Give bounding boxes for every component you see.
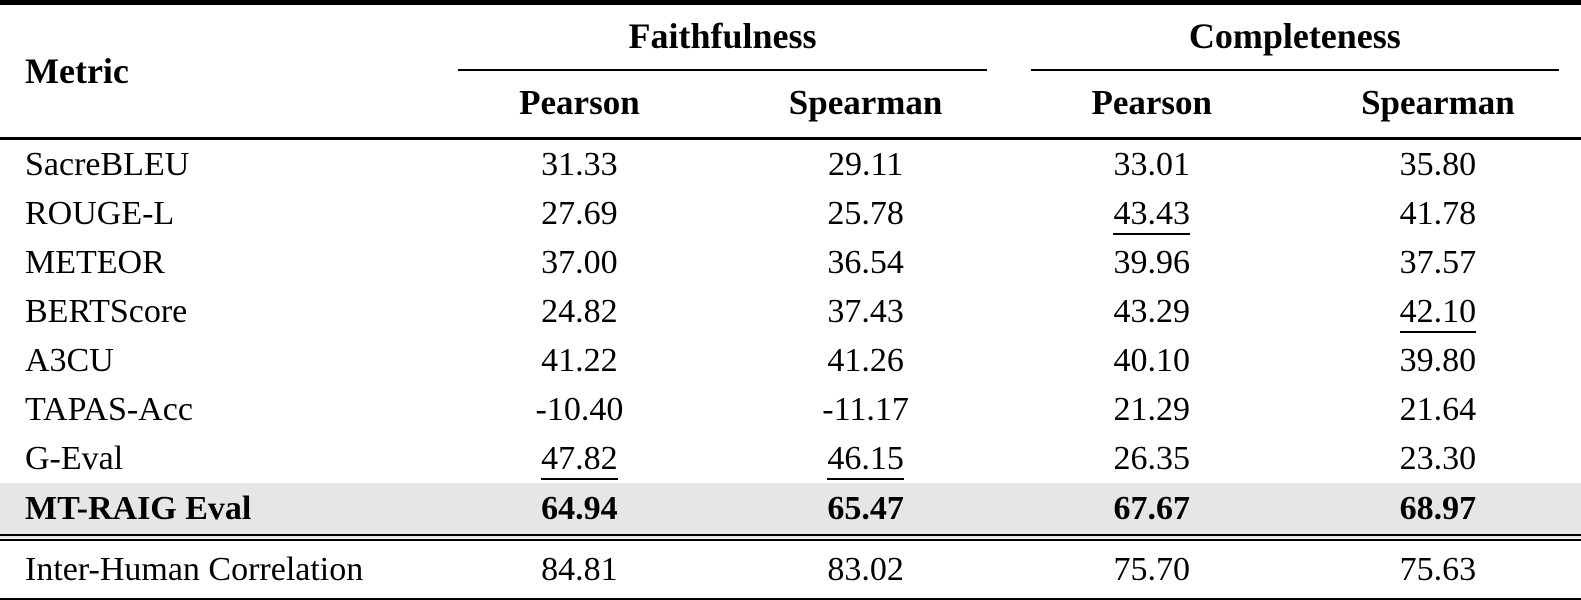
table-body: SacreBLEU 31.33 29.11 33.01 35.80 ROUGE-…	[0, 139, 1581, 600]
col-header-faithfulness-spearman: Spearman	[788, 83, 943, 122]
value-cell: 43.43	[1009, 189, 1295, 238]
table-row-meteor: METEOR 37.00 36.54 39.96 37.57	[0, 238, 1581, 287]
value-cell: 37.00	[541, 243, 618, 281]
table-row-tapas-acc: TAPAS-Acc -10.40 -11.17 21.29 21.64	[0, 385, 1581, 434]
value-cell: 39.80	[1399, 341, 1477, 379]
metric-name: BERTScore	[25, 292, 188, 330]
group-label-completeness: Completeness	[1030, 15, 1559, 71]
sub-header-row: Pearson Spearman Pearson Spearman	[0, 71, 1581, 139]
value-cell: -11.17	[822, 390, 909, 428]
metric-column-header: Metric	[25, 51, 129, 91]
table-header: Metric Faithfulness Completeness Pearson…	[0, 3, 1581, 139]
value-cell: 31.33	[541, 145, 618, 183]
metric-name: A3CU	[25, 341, 114, 379]
value-cell: 75.63	[1294, 534, 1581, 600]
table-row-mt-raig-eval: MT-RAIG Eval 64.94 65.47 67.67 68.97	[0, 483, 1581, 538]
value-cell: 21.64	[1399, 390, 1477, 428]
table-row-sacrebleu: SacreBLEU 31.33 29.11 33.01 35.80	[0, 139, 1581, 190]
value-cell: 23.30	[1399, 439, 1477, 477]
table-row-bertscore: BERTScore 24.82 37.43 43.29 42.10	[0, 287, 1581, 336]
value-cell: 27.69	[541, 194, 618, 232]
value-cell: 37.43	[827, 292, 904, 330]
value-cell: 84.81	[436, 534, 723, 600]
value-cell: -10.40	[535, 390, 624, 428]
metric-name: G-Eval	[25, 439, 124, 477]
group-label-faithfulness: Faithfulness	[458, 15, 987, 71]
value-cell: 43.29	[1113, 292, 1190, 330]
col-header-completeness-spearman: Spearman	[1361, 83, 1515, 122]
value-cell: 68.97	[1399, 489, 1477, 527]
value-cell: 36.54	[827, 243, 904, 281]
value-cell: 83.02	[722, 534, 1009, 600]
value-cell: 42.10	[1295, 287, 1581, 336]
col-header-faithfulness-pearson: Pearson	[519, 83, 640, 122]
metric-name: ROUGE-L	[25, 194, 175, 232]
value-cell: 21.29	[1113, 390, 1190, 428]
group-header-row: Metric Faithfulness Completeness	[0, 3, 1581, 91]
metric-name: TAPAS-Acc	[25, 390, 193, 428]
value-cell: 67.67	[1113, 489, 1190, 527]
value-cell: 24.82	[541, 292, 618, 330]
col-header-completeness-pearson: Pearson	[1091, 83, 1212, 122]
underlined-value: 42.10	[1399, 292, 1477, 333]
metric-name: SacreBLEU	[25, 145, 190, 183]
metric-name: Inter-Human Correlation	[0, 534, 437, 600]
group-header-faithfulness: Faithfulness	[436, 3, 1008, 71]
underlined-value: 47.82	[541, 439, 618, 480]
value-cell: 37.57	[1399, 243, 1477, 281]
value-cell: 29.11	[827, 145, 904, 183]
value-cell: 64.94	[541, 489, 618, 527]
underlined-value: 46.15	[827, 439, 904, 480]
value-cell: 40.10	[1113, 341, 1190, 379]
table-row-rouge-l: ROUGE-L 27.69 25.78 43.43 41.78	[0, 189, 1581, 238]
value-cell: 39.96	[1113, 243, 1190, 281]
value-cell: 47.82	[436, 434, 722, 483]
table-row-inter-human-correlation: Inter-Human Correlation 84.81 83.02 75.7…	[0, 534, 1581, 600]
value-cell: 65.47	[827, 489, 904, 527]
table-row-a3cu: A3CU 41.22 41.26 40.10 39.80	[0, 336, 1581, 385]
table-row-g-eval: G-Eval 47.82 46.15 26.35 23.30	[0, 434, 1581, 483]
value-cell: 41.26	[827, 341, 904, 379]
value-cell: 35.80	[1399, 145, 1477, 183]
metric-name: MT-RAIG Eval	[25, 489, 252, 527]
value-cell: 26.35	[1113, 439, 1190, 477]
underlined-value: 43.43	[1113, 194, 1190, 235]
group-header-completeness: Completeness	[1009, 3, 1581, 71]
value-cell: 33.01	[1113, 145, 1190, 183]
value-cell: 75.70	[1008, 534, 1295, 600]
value-cell: 46.15	[723, 434, 1009, 483]
value-cell: 25.78	[827, 194, 904, 232]
value-cell: 41.22	[541, 341, 618, 379]
value-cell: 41.78	[1399, 194, 1477, 232]
metric-name: METEOR	[25, 243, 165, 281]
